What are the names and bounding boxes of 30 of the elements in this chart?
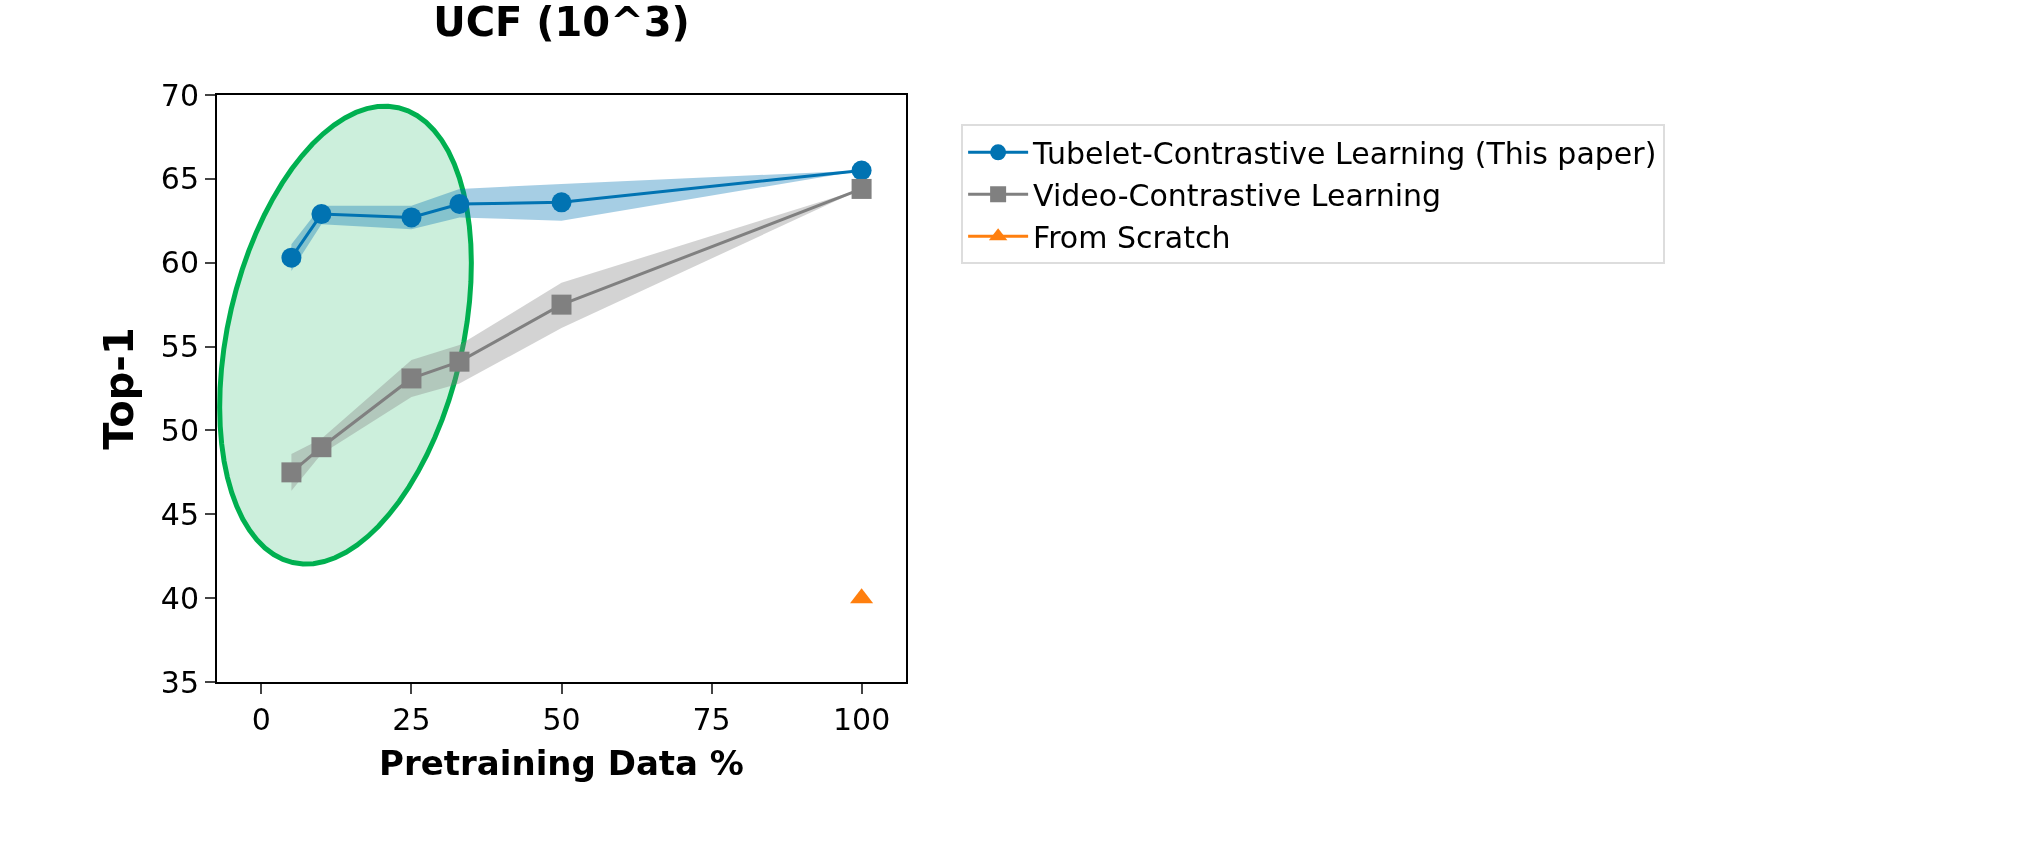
point (551, 294, 572, 315)
point (449, 351, 470, 372)
y-tick-label: 60 (160, 245, 199, 281)
point (851, 160, 872, 181)
y-tick-label: 40 (160, 580, 199, 616)
chart-title: UCF (10^3) (433, 0, 690, 46)
point (401, 207, 422, 228)
point (449, 194, 470, 214)
point (551, 192, 572, 213)
x-tick-label: 100 (832, 702, 891, 737)
y-tick-label: 55 (160, 329, 199, 365)
x-tick-label: 0 (251, 702, 271, 737)
point (851, 178, 872, 199)
y-tick-label: 50 (160, 412, 199, 448)
y-tick-label: 35 (160, 664, 199, 700)
legend-label: From Scratch (1033, 220, 1231, 256)
x-tick-label: 50 (542, 702, 581, 737)
x-tick-label: 75 (692, 702, 731, 737)
x-tick-label: 25 (392, 702, 431, 737)
point (281, 462, 302, 483)
legend-label: Video-Contrastive Learning (1033, 178, 1442, 214)
y-axis-title: Top-1 (95, 327, 142, 450)
y-tick-label: 45 (160, 496, 199, 532)
y-tick-label: 65 (160, 161, 199, 197)
y-tick-label: 70 (160, 77, 199, 113)
point (311, 437, 332, 458)
point (311, 204, 332, 225)
x-axis-title: Pretraining Data % (379, 742, 744, 783)
point (401, 368, 422, 389)
legend-label: Tubelet-Contrastive Learning (This paper) (1032, 136, 1657, 172)
